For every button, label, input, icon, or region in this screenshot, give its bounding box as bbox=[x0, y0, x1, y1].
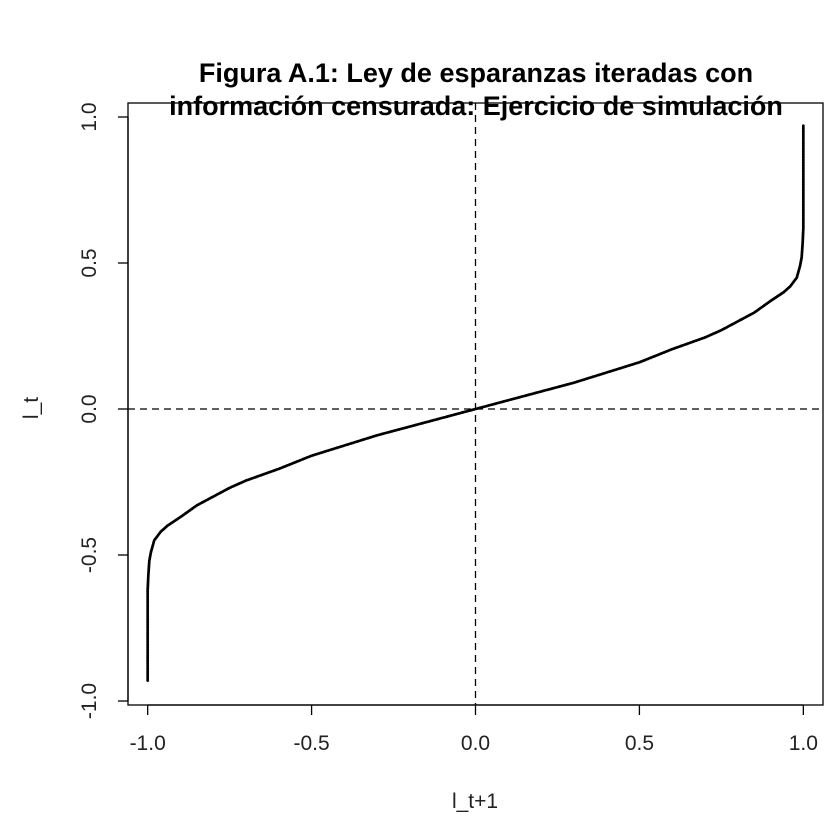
x-tick-label: 0.0 bbox=[461, 732, 490, 755]
y-tick-label: -1.0 bbox=[78, 683, 101, 719]
x-axis-label: l_t+1 bbox=[452, 790, 498, 813]
y-tick-label: 1.0 bbox=[78, 102, 101, 131]
x-tick-label: 1.0 bbox=[789, 732, 818, 755]
x-tick-label: 0.5 bbox=[625, 732, 654, 755]
x-tick-label: -0.5 bbox=[293, 732, 329, 755]
y-tick-label: 0.0 bbox=[78, 394, 101, 423]
x-axis: -1.0 -0.5 0.0 0.5 1.0 bbox=[130, 704, 818, 755]
x-tick-label: -1.0 bbox=[130, 732, 166, 755]
data-point bbox=[801, 124, 805, 128]
chart-title-line-1: Figura A.1: Ley de esparanzas iteradas c… bbox=[199, 58, 753, 88]
y-axis: -1.0 -0.5 0.0 0.5 1.0 bbox=[78, 102, 129, 719]
y-axis-label: l_t bbox=[20, 397, 43, 419]
y-tick-label: 0.5 bbox=[78, 248, 101, 277]
data-points bbox=[146, 124, 805, 682]
y-tick-label: -0.5 bbox=[78, 537, 101, 573]
